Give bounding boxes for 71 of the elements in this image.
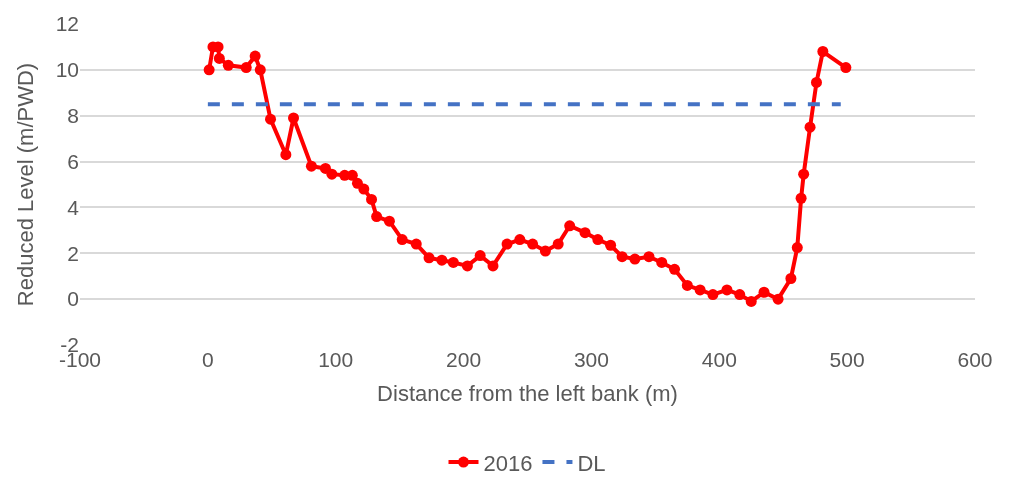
point [487,260,499,272]
y-tick-label: 12 [55,12,79,36]
point [240,62,252,74]
x-tick-label: 500 [829,348,865,371]
point [366,193,378,205]
point [527,238,539,250]
point [564,220,576,232]
point [396,234,408,246]
point [798,168,810,180]
point [840,62,852,74]
point [249,50,261,62]
point [707,289,719,301]
x-tick-label: 400 [701,348,737,371]
point [514,234,526,246]
point [734,289,746,301]
y-tick-label: 2 [67,241,79,265]
point [817,46,829,58]
point [694,284,706,296]
point [605,239,617,251]
point [474,250,486,262]
point [810,76,822,88]
point [213,52,225,64]
point [552,238,564,250]
y-axis-title: Reduced Level (m/PWD) [13,62,39,307]
x-tick-label: 0 [202,348,214,371]
point [656,256,668,268]
point [326,168,338,180]
point [358,183,370,195]
legend-label: DL [577,450,606,476]
point [254,64,266,76]
y-tick-label: 10 [55,58,79,82]
point [447,256,459,268]
point [795,192,807,204]
x-axis-title: Distance from the left bank (m) [377,380,678,406]
point [669,263,681,275]
point [436,254,448,266]
point [383,215,395,227]
point [203,64,215,76]
y-tick-label: 6 [67,149,79,173]
point [681,279,693,291]
point [785,273,797,285]
point [410,238,422,250]
y-tick-label: 4 [67,195,80,219]
x-tick-label: 100 [318,348,354,371]
point [772,293,784,305]
point [791,242,803,254]
point [280,149,292,161]
y-tick-label: 8 [67,104,79,128]
legend-label: 2016 [483,450,533,476]
point [804,121,816,133]
point [616,251,628,263]
point [592,234,604,246]
point [222,59,234,71]
x-tick-label: 300 [573,348,609,371]
point [305,160,317,172]
point [461,260,473,272]
point [579,227,591,239]
point [501,238,513,250]
point [371,211,383,223]
x-tick-label: 600 [957,348,993,371]
point [643,251,655,263]
point [721,284,733,296]
y-tick-label: 0 [67,287,79,311]
point [539,245,551,257]
point [265,113,277,125]
point [423,252,435,264]
point [288,112,300,124]
point [745,295,757,307]
point [629,253,641,265]
x-tick-label: 200 [446,348,482,371]
point [758,286,770,298]
